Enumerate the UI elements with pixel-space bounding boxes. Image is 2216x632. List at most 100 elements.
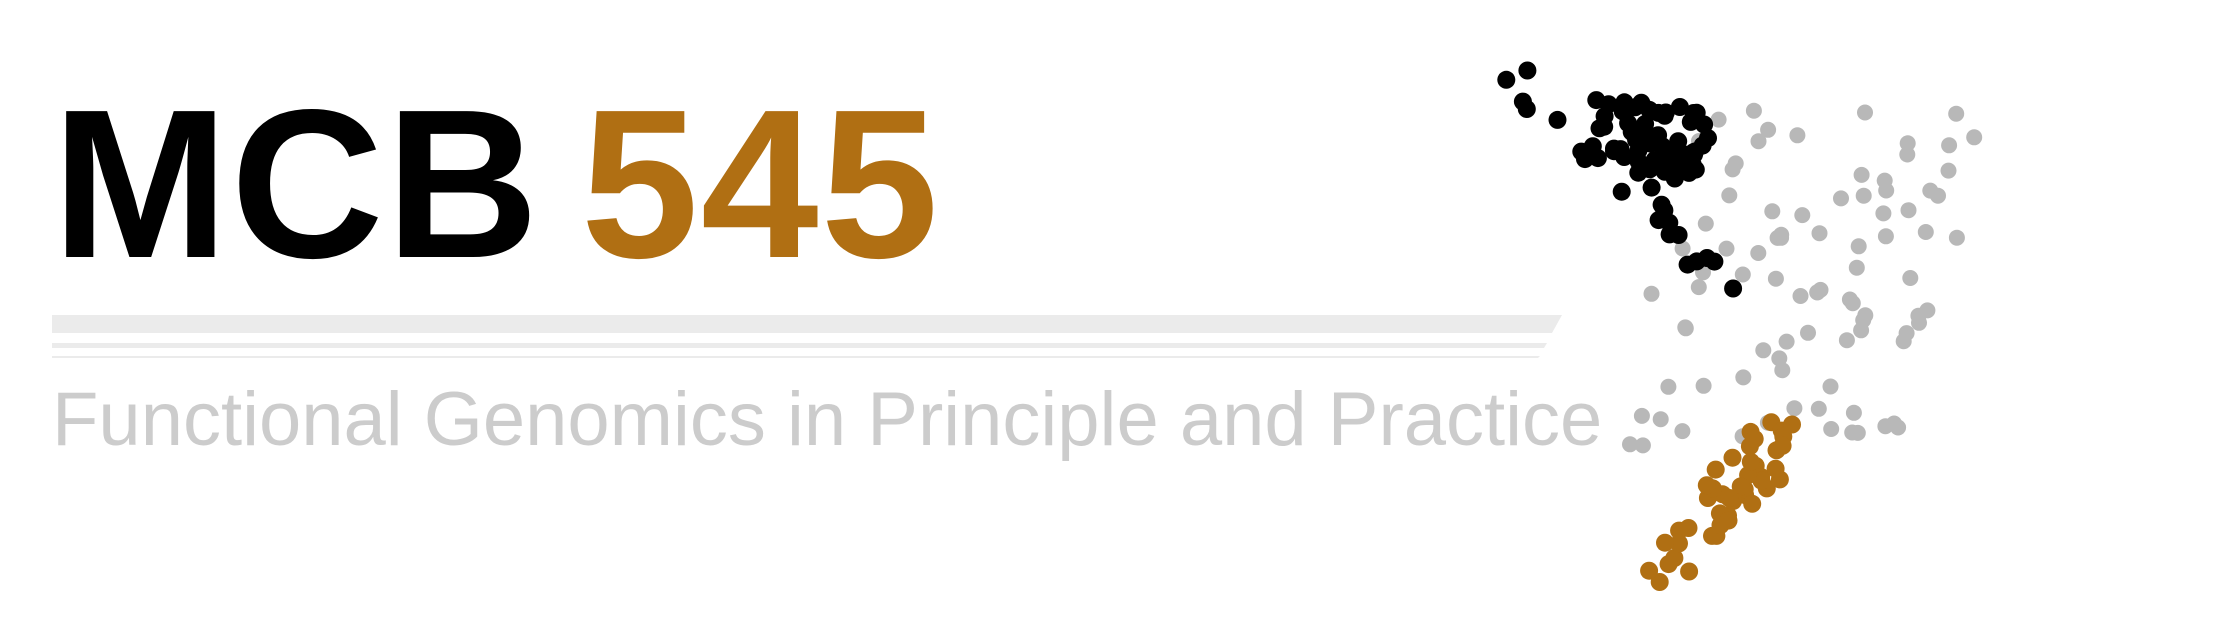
scatter-point [1773, 226, 1790, 243]
scatter-point [1660, 213, 1679, 232]
scatter-point [1735, 369, 1752, 386]
cluster-gold [1640, 413, 1801, 591]
scatter-point [1670, 534, 1688, 553]
scatter-point [1622, 436, 1638, 453]
scatter-point [1850, 238, 1867, 255]
scatter-point [1697, 476, 1716, 495]
scatter-point [1948, 229, 1965, 246]
scatter-point [1680, 163, 1698, 182]
scatter-point [1684, 143, 1703, 162]
scatter-point [1845, 404, 1862, 421]
scatter-point [1743, 494, 1762, 513]
scatter-point [1745, 102, 1762, 119]
scatter-point [1750, 133, 1767, 150]
scatter-point [1786, 400, 1803, 417]
scatter-point [1664, 145, 1682, 164]
scatter-point [1625, 125, 1644, 144]
scatter-point [1773, 436, 1792, 455]
scatter-point [1650, 573, 1669, 591]
scatter-point [1849, 424, 1866, 441]
scatter-point [1853, 166, 1870, 183]
rule-medium [52, 343, 1547, 348]
scatter-point [1875, 205, 1892, 222]
scatter-point [1857, 104, 1873, 121]
scatter-point [1710, 111, 1727, 128]
scatter-point [1750, 245, 1767, 261]
scatter-point [1783, 415, 1801, 434]
rule-thick [52, 315, 1562, 333]
scatter-point [1941, 137, 1958, 154]
scatter-point [1838, 332, 1855, 349]
scatter-point [1669, 226, 1688, 244]
scatter-point [1812, 281, 1829, 298]
scatter-point [1778, 333, 1795, 350]
scatter-point [1745, 429, 1764, 448]
rule-thin [52, 356, 1540, 358]
scatter-point [1687, 103, 1706, 122]
scatter-point [1794, 207, 1811, 224]
scatter-point [1917, 224, 1934, 240]
scatter-point [1613, 102, 1632, 121]
scatter-point [1719, 511, 1738, 530]
scatter-point [1853, 322, 1870, 339]
scatter-point [1640, 561, 1659, 580]
scatter-point [1811, 225, 1828, 242]
scatter-point [1792, 288, 1809, 304]
scatter-point [1876, 172, 1893, 189]
scatter-point [1721, 187, 1738, 204]
scatter-point [1877, 418, 1894, 435]
scatter-point [1643, 157, 1662, 176]
course-subtitle: Functional Genomics in Principle and Pra… [52, 377, 1603, 462]
scatter-point [1720, 489, 1739, 507]
scatter-point [1605, 139, 1623, 158]
scatter-point [1652, 411, 1669, 428]
scatter-point [1766, 459, 1785, 478]
scatter-point [1767, 270, 1784, 287]
scatter-point [1731, 477, 1750, 496]
scatter-point [1940, 162, 1957, 179]
scatter-point [1634, 437, 1651, 454]
course-code: MCB [52, 65, 541, 302]
scatter-point [1670, 98, 1689, 116]
scatter-point [1919, 302, 1936, 319]
scatter-point [1656, 103, 1675, 122]
scatter-point [1855, 187, 1872, 204]
scatter-point [1518, 61, 1537, 80]
scatter-point [1922, 182, 1939, 199]
scatter-point [1764, 203, 1781, 220]
scatter-point [1572, 142, 1591, 161]
scatter-point [1822, 378, 1839, 395]
scatter-graphic [1497, 61, 1983, 591]
scatter-point [1848, 259, 1865, 276]
scatter-point [1643, 285, 1660, 302]
scatter-point [1697, 215, 1714, 232]
scatter-point [1656, 533, 1674, 552]
scatter-point [1727, 155, 1744, 172]
scatter-point [1966, 129, 1983, 146]
scatter-point [1699, 129, 1717, 148]
scatter-point [1823, 421, 1840, 437]
scatter-point [1680, 562, 1699, 581]
scatter-point [1841, 291, 1858, 308]
scatter-point [1900, 202, 1917, 219]
scatter-point [1774, 362, 1791, 379]
scatter-point [1800, 324, 1816, 341]
scatter-point [1690, 279, 1707, 296]
scatter-point [1734, 266, 1751, 283]
scatter-point [1612, 182, 1631, 201]
scatter-point [1902, 270, 1919, 286]
scatter-point [1652, 195, 1671, 214]
scatter-point [1895, 333, 1912, 350]
scatter-point [1810, 400, 1827, 417]
scatter-point [1760, 121, 1777, 138]
scatter-point [1642, 178, 1661, 197]
scatter-point [1695, 377, 1712, 394]
scatter-point [1674, 423, 1691, 440]
scatter-point [1723, 448, 1742, 467]
scatter-point [1890, 419, 1907, 436]
scatter-point [1595, 107, 1614, 126]
scatter-point [1517, 100, 1536, 118]
scatter-point [1670, 521, 1689, 540]
scatter-point [1660, 378, 1677, 395]
